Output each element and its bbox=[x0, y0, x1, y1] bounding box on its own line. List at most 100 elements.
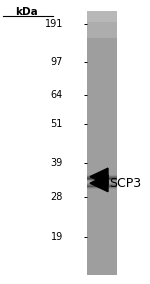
Bar bbox=[87, 34, 117, 35]
Bar bbox=[87, 215, 117, 216]
Bar bbox=[87, 193, 117, 194]
Bar bbox=[87, 120, 117, 122]
Bar bbox=[87, 135, 117, 136]
Bar bbox=[87, 62, 117, 63]
Bar bbox=[87, 66, 117, 67]
Bar bbox=[87, 17, 117, 18]
Bar bbox=[87, 19, 117, 20]
Bar bbox=[87, 171, 117, 172]
Bar bbox=[87, 270, 117, 271]
Bar bbox=[87, 184, 117, 185]
Bar bbox=[87, 42, 117, 43]
Bar bbox=[87, 198, 117, 199]
Bar bbox=[87, 219, 117, 220]
Bar bbox=[87, 32, 117, 34]
Bar bbox=[87, 250, 117, 251]
Bar bbox=[87, 248, 117, 249]
Bar bbox=[87, 179, 117, 180]
Bar bbox=[87, 195, 117, 196]
Bar bbox=[87, 64, 117, 65]
Bar bbox=[87, 185, 117, 186]
Bar bbox=[87, 178, 117, 179]
Bar bbox=[87, 79, 117, 80]
Bar bbox=[87, 274, 117, 275]
Bar bbox=[87, 38, 117, 39]
Bar bbox=[87, 244, 117, 245]
Bar bbox=[87, 116, 117, 117]
Bar bbox=[87, 90, 117, 91]
Bar bbox=[87, 151, 117, 152]
Bar bbox=[87, 21, 117, 22]
Bar bbox=[87, 87, 117, 88]
Bar bbox=[87, 246, 117, 247]
Bar bbox=[87, 122, 117, 123]
Bar bbox=[87, 98, 117, 99]
Bar bbox=[87, 39, 117, 40]
Bar bbox=[87, 52, 117, 53]
Bar bbox=[87, 129, 117, 130]
Bar bbox=[87, 260, 117, 261]
Bar bbox=[87, 27, 117, 28]
Bar bbox=[87, 144, 117, 145]
Bar bbox=[87, 220, 117, 221]
Bar bbox=[87, 37, 117, 38]
Bar bbox=[87, 174, 117, 175]
Bar bbox=[87, 132, 117, 133]
Bar bbox=[87, 28, 117, 29]
Bar bbox=[87, 119, 117, 120]
Bar bbox=[87, 131, 117, 132]
Bar bbox=[87, 96, 117, 97]
Bar bbox=[87, 272, 117, 273]
Bar bbox=[87, 108, 117, 109]
Bar bbox=[87, 51, 117, 52]
Bar bbox=[87, 203, 117, 204]
Bar bbox=[87, 113, 117, 114]
Bar bbox=[87, 196, 117, 197]
Bar bbox=[87, 222, 117, 223]
Bar bbox=[87, 11, 117, 12]
Bar bbox=[87, 164, 117, 165]
Bar bbox=[87, 35, 117, 36]
Bar bbox=[87, 69, 117, 70]
Bar bbox=[87, 161, 117, 162]
Bar bbox=[87, 12, 117, 13]
Bar bbox=[87, 160, 117, 161]
Bar bbox=[87, 128, 117, 129]
Bar bbox=[87, 192, 117, 193]
Text: 191: 191 bbox=[45, 19, 63, 29]
Bar bbox=[87, 176, 117, 177]
Bar bbox=[87, 152, 117, 153]
Bar bbox=[87, 111, 117, 112]
Bar bbox=[87, 93, 117, 94]
Bar bbox=[87, 68, 117, 69]
Bar bbox=[87, 99, 117, 100]
Bar bbox=[87, 50, 117, 51]
Bar bbox=[87, 61, 117, 62]
Bar bbox=[87, 29, 117, 30]
Bar bbox=[87, 31, 117, 32]
Bar bbox=[87, 86, 117, 87]
Bar bbox=[87, 148, 117, 149]
Bar bbox=[87, 89, 117, 90]
Text: 28: 28 bbox=[51, 192, 63, 202]
Bar bbox=[87, 74, 117, 75]
Bar bbox=[87, 23, 117, 24]
Bar bbox=[87, 20, 117, 21]
Bar bbox=[87, 118, 117, 119]
Bar bbox=[87, 30, 117, 31]
Bar bbox=[87, 92, 117, 93]
Bar bbox=[87, 101, 117, 102]
Bar bbox=[87, 125, 117, 126]
Bar bbox=[87, 188, 117, 189]
Bar bbox=[87, 18, 117, 19]
Bar bbox=[87, 95, 117, 96]
Bar bbox=[87, 16, 117, 17]
Bar bbox=[87, 15, 117, 16]
Bar bbox=[87, 254, 117, 255]
Bar bbox=[87, 258, 117, 259]
Bar bbox=[87, 189, 117, 190]
Bar bbox=[87, 177, 117, 178]
Bar bbox=[87, 201, 117, 202]
Bar bbox=[87, 181, 117, 182]
Bar bbox=[87, 240, 117, 241]
